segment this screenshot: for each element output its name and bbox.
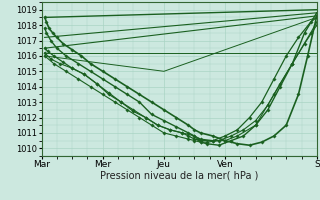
X-axis label: Pression niveau de la mer( hPa ): Pression niveau de la mer( hPa ) <box>100 171 258 181</box>
